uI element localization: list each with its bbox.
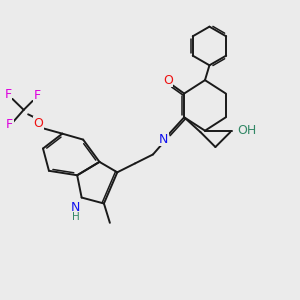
Text: O: O — [163, 74, 173, 87]
Text: O: O — [34, 117, 44, 130]
Text: F: F — [4, 88, 11, 100]
Text: F: F — [6, 118, 13, 131]
Text: F: F — [34, 88, 40, 101]
Text: H: H — [72, 212, 80, 222]
Text: N: N — [71, 202, 80, 214]
Text: OH: OH — [238, 124, 257, 137]
Text: N: N — [159, 133, 168, 146]
